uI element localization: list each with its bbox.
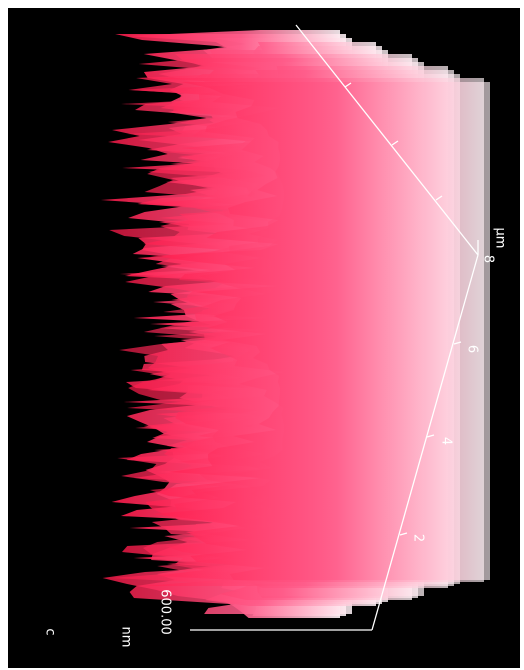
x-tick-label: 6 bbox=[465, 345, 480, 353]
x-tick-label: 2 bbox=[411, 534, 426, 542]
x-tick-label: 4 bbox=[439, 437, 454, 445]
afm-figure: c 600.00 nm 2 4 6 8 µm bbox=[0, 0, 524, 670]
x-unit: µm bbox=[493, 228, 508, 249]
panel-label: c bbox=[43, 628, 58, 635]
z-value-label: 600.00 bbox=[158, 589, 173, 635]
z-unit: nm bbox=[119, 627, 134, 648]
page: c 600.00 nm 2 4 6 8 µm (() => { const da… bbox=[0, 0, 524, 670]
x-tick-label: 8 bbox=[481, 255, 496, 263]
